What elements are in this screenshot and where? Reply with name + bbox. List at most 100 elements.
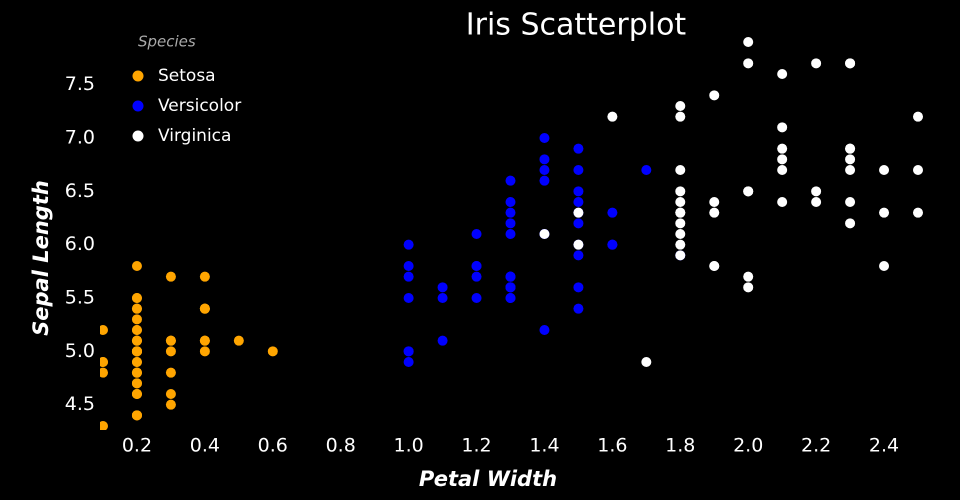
point [100, 367, 108, 378]
point [675, 101, 686, 111]
point [573, 143, 584, 154]
point [131, 314, 142, 325]
point [743, 58, 754, 69]
point [845, 143, 856, 154]
point [573, 239, 584, 250]
point [165, 271, 176, 282]
x-tick-label: 0.8 [326, 435, 356, 457]
x-tick-label: 1.4 [529, 435, 559, 457]
point [709, 261, 720, 271]
point [505, 218, 516, 229]
legend-marker [132, 100, 144, 112]
point [675, 165, 686, 175]
point [641, 357, 652, 367]
point [539, 325, 550, 335]
point [199, 346, 210, 357]
x-tick-label: 1.2 [461, 435, 491, 457]
y-tick-label: 6.0 [65, 233, 95, 255]
point [403, 271, 414, 282]
point [131, 389, 142, 399]
point [199, 303, 210, 314]
point [811, 58, 822, 69]
point [505, 282, 516, 293]
point [131, 293, 142, 303]
point [199, 335, 210, 346]
point [131, 325, 142, 335]
x-tick-label: 1.6 [597, 435, 627, 457]
x-tick-label: 2.0 [733, 435, 763, 457]
x-axis-label: Petal Width [419, 467, 557, 491]
point [675, 186, 686, 197]
point [131, 335, 142, 346]
legend-label: Versicolor [158, 96, 241, 116]
point [777, 69, 788, 79]
y-tick-label: 7.5 [65, 73, 95, 95]
point [437, 335, 448, 346]
x-tick-label: 1.0 [394, 435, 424, 457]
point [913, 165, 923, 175]
point [573, 197, 584, 207]
point [403, 239, 414, 250]
point [879, 207, 890, 218]
point [165, 367, 176, 378]
point [539, 175, 550, 186]
y-tick-label: 4.5 [65, 393, 95, 415]
point [505, 207, 516, 218]
point [471, 271, 482, 282]
point [165, 399, 176, 410]
x-tick-label: 0.4 [190, 435, 220, 457]
point [845, 218, 856, 229]
point [573, 218, 584, 229]
point [607, 239, 618, 250]
point [539, 133, 550, 143]
point [131, 303, 142, 314]
point [100, 325, 108, 335]
point [437, 293, 448, 303]
x-tick-label: 2.2 [801, 435, 831, 457]
point [165, 389, 176, 399]
x-tick-label: 2.4 [869, 435, 899, 457]
point [675, 197, 686, 207]
point [743, 271, 754, 282]
point [743, 186, 754, 197]
point [641, 165, 652, 175]
point [573, 303, 584, 314]
point [709, 197, 720, 207]
legend-label: Setosa [158, 66, 216, 86]
x-tick-label: 1.8 [665, 435, 695, 457]
point [675, 250, 686, 261]
point [573, 282, 584, 293]
point [131, 410, 142, 421]
point [233, 335, 244, 346]
legend-title: Species [138, 33, 196, 51]
point [811, 197, 822, 207]
point [573, 186, 584, 197]
point [131, 261, 142, 271]
point [845, 165, 856, 175]
point [777, 143, 788, 154]
point [131, 378, 142, 389]
point [607, 111, 618, 122]
point [471, 293, 482, 303]
point [505, 229, 516, 239]
legend-marker [132, 70, 144, 82]
point [777, 197, 788, 207]
point [505, 271, 516, 282]
chart-title: Iris Scatterplot [466, 8, 687, 43]
point [403, 293, 414, 303]
point [709, 207, 720, 218]
point [845, 197, 856, 207]
point [165, 335, 176, 346]
point [471, 229, 482, 239]
point [845, 154, 856, 165]
point [539, 165, 550, 175]
point [607, 207, 618, 218]
point [267, 346, 278, 357]
point [131, 346, 142, 357]
point [777, 154, 788, 165]
point [437, 282, 448, 293]
point [131, 367, 142, 378]
y-tick-label: 5.5 [65, 287, 95, 309]
